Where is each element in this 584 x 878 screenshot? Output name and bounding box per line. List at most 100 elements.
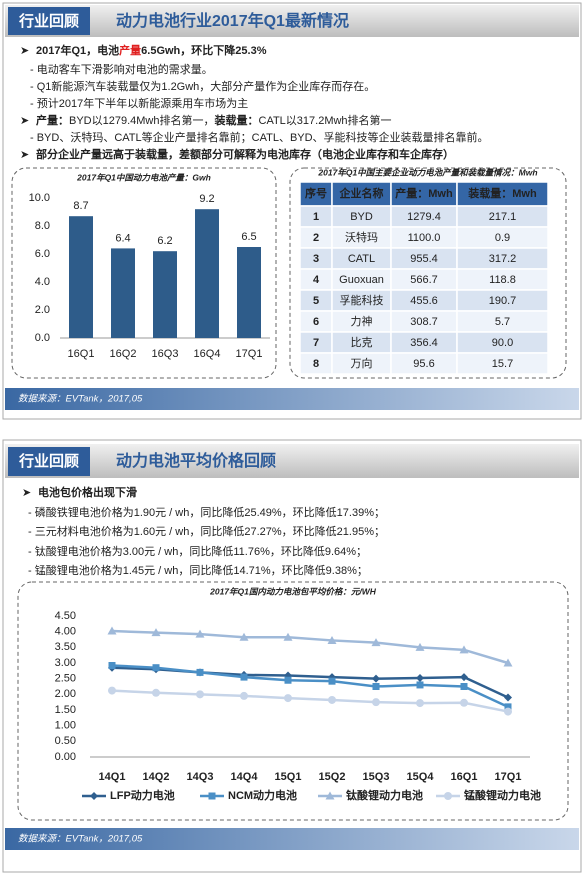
chart-frame (17, 581, 569, 821)
headline-rest: 6.5Gwh，环比下降25.3% (141, 43, 267, 57)
data-point (416, 674, 424, 683)
table-cell-text: 3 (313, 253, 319, 265)
table-cell-text: 0.9 (495, 232, 510, 244)
y-tick-label: 2.00 (55, 688, 76, 700)
table-cell-text: 沃特玛 (345, 230, 378, 244)
note: - BYD、沃特玛、CATL等企业产量排名靠前；CATL、BYD、孚能科技等企业… (30, 130, 489, 144)
table-cell-text: 万向 (351, 356, 373, 370)
y-tick-label: 4.0 (35, 276, 50, 288)
ranking-label: 产量： (36, 113, 69, 127)
y-tick-label: 3.50 (55, 641, 76, 653)
ranking: 产量：BYD以1279.4Mwh排名第一，装载量：CATL以317.2Mwh排名… (36, 113, 392, 127)
table-cell-text: 15.7 (492, 358, 513, 370)
data-point (152, 664, 160, 672)
table-cell-text: 6 (313, 316, 319, 328)
x-tick-label: 16Q4 (194, 348, 221, 360)
legend-marker (90, 792, 98, 800)
legend-marker (208, 792, 216, 800)
data-point (504, 703, 512, 711)
x-tick-label: 14Q4 (231, 771, 259, 783)
x-tick-label: 14Q3 (187, 771, 214, 783)
table-cell-text: 7 (313, 337, 319, 349)
x-tick-label: 16Q1 (451, 771, 478, 783)
source: 数据来源：EVTank，2017,05 (18, 394, 143, 405)
table-header-cell (456, 181, 549, 207)
data-point (240, 673, 248, 681)
chart-title: 2017年Q1中国动力电池产量：Gwh (76, 172, 211, 182)
ranking-text: CATL以317.2Mwh排名第一 (259, 113, 392, 127)
data-point (504, 707, 512, 716)
data-point (196, 690, 204, 699)
series-line (111, 629, 509, 665)
table-header-text: 装载量：Mwh (467, 186, 537, 200)
x-tick-label: 14Q2 (143, 771, 170, 783)
data-point (327, 635, 337, 644)
data-point (284, 676, 292, 684)
y-tick-label: 0.50 (55, 735, 76, 747)
x-tick-label: 15Q3 (363, 771, 390, 783)
y-tick-label: 4.00 (55, 626, 76, 638)
y-tick-label: 6.0 (35, 248, 50, 260)
note: - 三元材料电池价格为1.60元 / wh，同比降低27.27%，环比降低21.… (28, 524, 385, 538)
data-point (372, 683, 380, 690)
bar (153, 251, 177, 338)
data-point (328, 677, 336, 685)
value-label: 9.2 (199, 193, 214, 205)
data-point (460, 698, 468, 707)
data-point (504, 693, 512, 702)
bullet-arrow: ➤ (20, 115, 29, 127)
x-tick-label: 15Q2 (319, 771, 346, 783)
bar (237, 247, 261, 338)
bar (111, 248, 135, 338)
data-point (107, 626, 117, 635)
data-point (460, 683, 468, 690)
x-tick-label: 16Q2 (110, 348, 137, 360)
slide-frame (2, 439, 582, 873)
tag: 行业回顾 (18, 12, 79, 30)
series-line (111, 689, 509, 713)
footer-band (5, 828, 579, 850)
x-tick-label: 17Q1 (495, 771, 522, 783)
table-cell-text: 356.4 (410, 337, 438, 349)
tag-box (8, 447, 90, 476)
y-tick-label: 10.0 (29, 192, 50, 204)
data-point (372, 674, 380, 683)
legend-label: NCM动力电池 (228, 788, 297, 802)
y-tick-label: 2.0 (35, 304, 50, 316)
header-band (5, 444, 579, 478)
ranking-text: BYD以1279.4Mwh排名第一， (69, 113, 215, 127)
table-cell-text: 1100.0 (408, 232, 441, 244)
data-point (195, 629, 205, 638)
table-header-text: 产量：Mwh (395, 186, 453, 200)
footer-band (5, 388, 579, 410)
y-tick-label: 1.00 (55, 720, 76, 732)
table-cell-text: 比克 (351, 336, 373, 349)
note: - 电动客车下滑影响对电池的需求量。 (30, 62, 213, 76)
table-cell-text: 955.4 (410, 253, 438, 265)
note: - Q1新能源汽车装载量仅为1.2Gwh，大部分产量作为企业库存而存在。 (30, 79, 375, 93)
table-cell-text: 118.8 (489, 274, 516, 286)
table-cell-text: 455.6 (410, 295, 438, 307)
x-tick-label: 17Q1 (236, 348, 263, 360)
table-cell-text: CATL (348, 253, 375, 265)
note: - 预计2017年下半年以新能源乘用车市场为主 (30, 96, 248, 110)
headline: 电池包价格出现下滑 (38, 485, 137, 499)
table-cell-text: 308.7 (410, 316, 438, 328)
value-label: 8.7 (73, 200, 88, 212)
inventory: 部分企业产量远高于装载量，差额部分可解释为电池库存（电池企业库存和车企库存） (36, 147, 454, 161)
table-cell-text: 190.7 (489, 295, 517, 307)
chart-title: 2017年Q1国内动力电池包平均价格：元/WH (209, 586, 377, 596)
data-point (460, 673, 468, 682)
table-cell-text: 566.7 (410, 274, 438, 286)
legend-label: 钛酸锂动力电池 (346, 788, 423, 802)
data-point (108, 686, 116, 695)
table-cell-text: 2 (313, 232, 319, 244)
data-point (372, 698, 380, 707)
data-point (108, 662, 116, 670)
table-cell-text: 5 (313, 295, 319, 307)
table-cell-text: BYD (350, 211, 373, 223)
data-point (284, 694, 292, 703)
table-header-cell (331, 181, 392, 207)
note: - 磷酸铁锂电池价格为1.90元 / wh，同比降低25.49%，环比降低17.… (28, 505, 385, 519)
data-point (328, 695, 336, 704)
